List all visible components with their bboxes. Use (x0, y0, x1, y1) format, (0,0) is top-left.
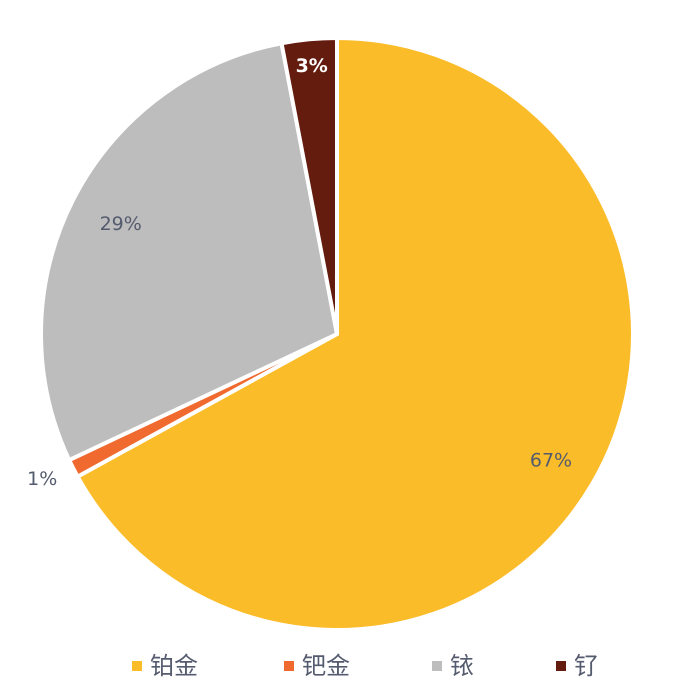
legend-item-iridium: 铱 (432, 648, 474, 684)
data-label-palladium: 1% (27, 468, 57, 490)
chart-legend: 铂金 钯金 铱 钌 (0, 648, 700, 684)
data-label-ruthenium: 3% (296, 55, 328, 77)
pie-slice-iridium (39, 41, 339, 463)
legend-label-ruthenium: 钌 (574, 652, 598, 680)
data-label-platinum: 67% (530, 450, 572, 472)
legend-swatch-ruthenium (556, 661, 566, 671)
legend-swatch-platinum (132, 661, 142, 671)
legend-item-ruthenium: 钌 (556, 648, 598, 684)
legend-label-platinum: 铂金 (150, 652, 198, 680)
legend-label-palladium: 钯金 (302, 652, 350, 680)
legend-item-platinum: 铂金 (132, 648, 198, 684)
legend-swatch-palladium (284, 661, 294, 671)
legend-label-iridium: 铱 (450, 652, 474, 680)
pie-slice-platinum (75, 36, 635, 632)
legend-item-palladium: 钯金 (284, 648, 350, 684)
legend-swatch-iridium (432, 661, 442, 671)
pie-slice-ruthenium (279, 36, 339, 336)
data-label-iridium: 29% (100, 213, 142, 235)
